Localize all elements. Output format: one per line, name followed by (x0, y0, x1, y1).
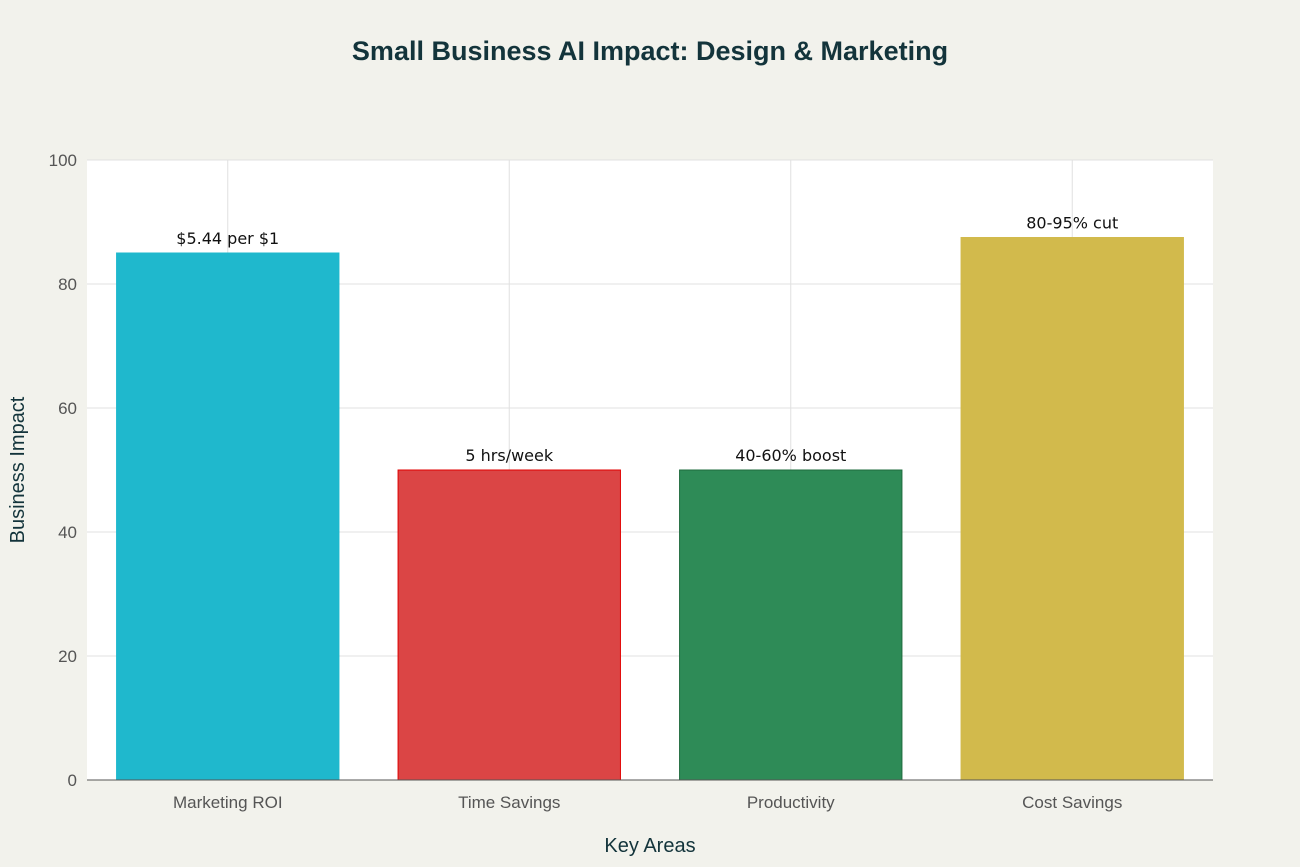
y-tick-label: 40 (58, 523, 77, 542)
data-label: 5 hrs/week (465, 446, 553, 465)
x-tick-label: Cost Savings (1022, 793, 1122, 812)
y-axis-title: Business Impact (7, 396, 29, 543)
x-tick-label: Time Savings (458, 793, 560, 812)
x-tick-label: Productivity (747, 793, 835, 812)
chart-title: Small Business AI Impact: Design & Marke… (351, 36, 949, 66)
bar-productivity (679, 469, 903, 781)
data-label: 40-60% boost (735, 446, 846, 465)
bar-cost-savings (960, 237, 1184, 781)
bar-marketing-roi (116, 252, 340, 781)
data-label: $5.44 per $1 (176, 229, 279, 248)
bar-time-savings (397, 469, 621, 781)
data-label: 80-95% cut (1026, 214, 1118, 233)
x-tick-label: Marketing ROI (173, 793, 283, 812)
x-axis-title: Key Areas (604, 835, 695, 857)
y-tick-label: 60 (58, 399, 77, 418)
y-tick-label: 80 (58, 275, 77, 294)
y-tick-label: 0 (68, 771, 77, 790)
y-tick-label: 20 (58, 647, 77, 666)
y-tick-label: 100 (49, 151, 77, 170)
